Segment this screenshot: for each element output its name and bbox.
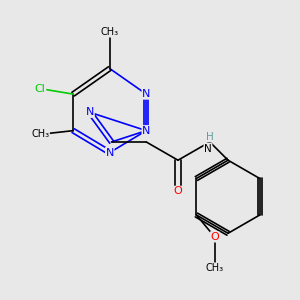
Text: O: O: [210, 232, 219, 242]
Text: H: H: [206, 132, 214, 142]
Text: Cl: Cl: [35, 84, 46, 94]
Text: CH₃: CH₃: [206, 263, 224, 273]
Text: CH₃: CH₃: [31, 129, 50, 139]
Text: N: N: [106, 148, 114, 158]
Text: O: O: [174, 186, 182, 196]
Text: N: N: [86, 107, 94, 117]
Text: N: N: [142, 126, 150, 136]
Text: N: N: [142, 89, 150, 99]
Text: N: N: [204, 143, 212, 154]
Text: CH₃: CH₃: [101, 27, 119, 37]
